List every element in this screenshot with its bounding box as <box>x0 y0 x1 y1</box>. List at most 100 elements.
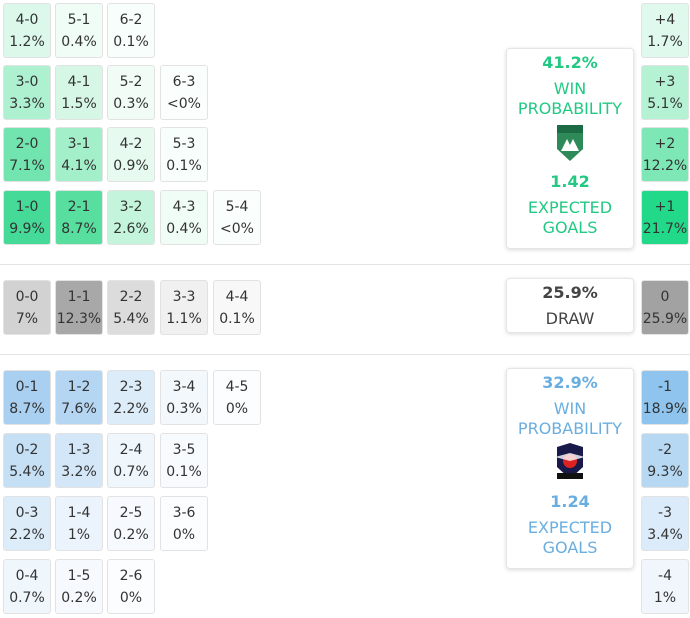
cell-label: 3-0 <box>15 74 39 90</box>
score-cell: 5-3 0.1% <box>160 127 208 182</box>
score-cell: 3-2 2.6% <box>107 190 155 245</box>
score-cell: 0-0 7% <box>3 280 51 335</box>
cell-prob: 0.4% <box>61 34 97 50</box>
cell-label: +3 <box>654 74 676 90</box>
score-cell: 2-6 0% <box>107 559 155 614</box>
cell-prob: 1.7% <box>647 34 683 50</box>
cell-prob: 7.1% <box>9 158 45 174</box>
cell-prob: 0.1% <box>166 464 202 480</box>
win-label: WIN PROBABILITY <box>517 79 623 118</box>
score-cell: 3-6 0% <box>160 496 208 551</box>
away-card: 32.9% WIN PROBABILITY 1.24 EXPECTED GOAL… <box>506 368 634 569</box>
cell-prob: 7.6% <box>61 401 97 417</box>
score-cell: 1-5 0.2% <box>55 559 103 614</box>
cell-label: 4-3 <box>172 199 196 215</box>
cell-prob: 1.5% <box>61 96 97 112</box>
cell-label: 1-0 <box>15 199 39 215</box>
cell-label: 1-4 <box>67 505 91 521</box>
cell-label: 3-6 <box>172 505 196 521</box>
xg: 1.24 <box>550 492 590 511</box>
win-prob: 32.9% <box>542 373 598 392</box>
cell-label: 4-1 <box>67 74 91 90</box>
cell-prob: 0% <box>225 401 249 417</box>
cell-label: 1-2 <box>67 379 91 395</box>
cell-label: +2 <box>654 136 676 152</box>
cell-prob: 0.7% <box>9 590 45 606</box>
cell-prob: 0.7% <box>113 464 149 480</box>
cell-prob: 8.7% <box>9 401 45 417</box>
cell-label: 5-2 <box>119 74 143 90</box>
cell-label: 2-0 <box>15 136 39 152</box>
cell-label: 6-3 <box>172 74 196 90</box>
score-cell: 2-3 2.2% <box>107 370 155 425</box>
cell-prob: 18.9% <box>642 401 688 417</box>
cell-prob: 1.1% <box>166 311 202 327</box>
score-cell: 1-1 12.3% <box>55 280 103 335</box>
score-cell: 3-3 1.1% <box>160 280 208 335</box>
score-cell: 4-4 0.1% <box>213 280 261 335</box>
cell-prob: 0.2% <box>113 527 149 543</box>
score-cell: 6-2 0.1% <box>107 3 155 58</box>
cell-prob: 0.1% <box>166 158 202 174</box>
cell-prob: 0% <box>119 590 143 606</box>
cell-label: 1-5 <box>67 568 91 584</box>
margin-cell: +2 12.2% <box>641 127 689 182</box>
win-label: WIN PROBABILITY <box>517 399 623 438</box>
cell-label: 2-2 <box>119 289 143 305</box>
cell-prob: 4.1% <box>61 158 97 174</box>
cell-label: 1-3 <box>67 442 91 458</box>
cell-label: 6-2 <box>119 12 143 28</box>
cell-prob: 9.9% <box>9 221 45 237</box>
away-logo <box>555 443 585 479</box>
score-cell: 1-2 7.6% <box>55 370 103 425</box>
cell-label: 0-4 <box>15 568 39 584</box>
cell-label: -2 <box>658 442 672 458</box>
win-prob: 41.2% <box>542 53 598 72</box>
cell-prob: 3.2% <box>61 464 97 480</box>
cell-prob: 21.7% <box>642 221 688 237</box>
score-cell: 1-0 9.9% <box>3 190 51 245</box>
home-logo <box>557 125 583 161</box>
draw-card: 25.9% DRAW <box>506 278 634 333</box>
cell-label: 4-5 <box>225 379 249 395</box>
cell-prob: 1.2% <box>9 34 45 50</box>
cell-label: 4-0 <box>15 12 39 28</box>
margin-cell: +3 5.1% <box>641 65 689 120</box>
cell-prob: 12.2% <box>642 158 688 174</box>
cell-prob: 0.9% <box>113 158 149 174</box>
cell-prob: 0.2% <box>61 590 97 606</box>
score-cell: 4-2 0.9% <box>107 127 155 182</box>
margin-cell: -3 3.4% <box>641 496 689 551</box>
score-cell: 0-1 8.7% <box>3 370 51 425</box>
cell-label: 0-3 <box>15 505 39 521</box>
cell-prob: <0% <box>167 96 201 112</box>
cell-label: 3-5 <box>172 442 196 458</box>
score-cell: 4-3 0.4% <box>160 190 208 245</box>
cell-label: 4-4 <box>225 289 249 305</box>
score-cell: 4-5 0% <box>213 370 261 425</box>
score-cell: 3-5 0.1% <box>160 433 208 488</box>
score-cell: 5-4 <0% <box>213 190 261 245</box>
cell-prob: 2.6% <box>113 221 149 237</box>
margin-cell: +4 1.7% <box>641 3 689 58</box>
cell-prob: 2.2% <box>113 401 149 417</box>
cell-label: 3-2 <box>119 199 143 215</box>
cell-label: 2-3 <box>119 379 143 395</box>
cell-prob: 0.3% <box>113 96 149 112</box>
cell-prob: 25.9% <box>642 311 688 327</box>
score-cell: 0-4 0.7% <box>3 559 51 614</box>
home-card: 41.2% WIN PROBABILITY 1.42 EXPECTED GOAL… <box>506 48 634 249</box>
cell-prob: 5.4% <box>9 464 45 480</box>
separator <box>0 264 690 265</box>
cell-prob: 8.7% <box>61 221 97 237</box>
margin-cell: 0 25.9% <box>641 280 689 335</box>
score-cell: 5-2 0.3% <box>107 65 155 120</box>
score-cell: 5-1 0.4% <box>55 3 103 58</box>
cell-prob: 5.1% <box>647 96 683 112</box>
cell-prob: 1% <box>653 590 677 606</box>
cell-label: 3-4 <box>172 379 196 395</box>
cell-label: +1 <box>654 199 676 215</box>
cell-prob: 2.2% <box>9 527 45 543</box>
score-cell: 4-1 1.5% <box>55 65 103 120</box>
